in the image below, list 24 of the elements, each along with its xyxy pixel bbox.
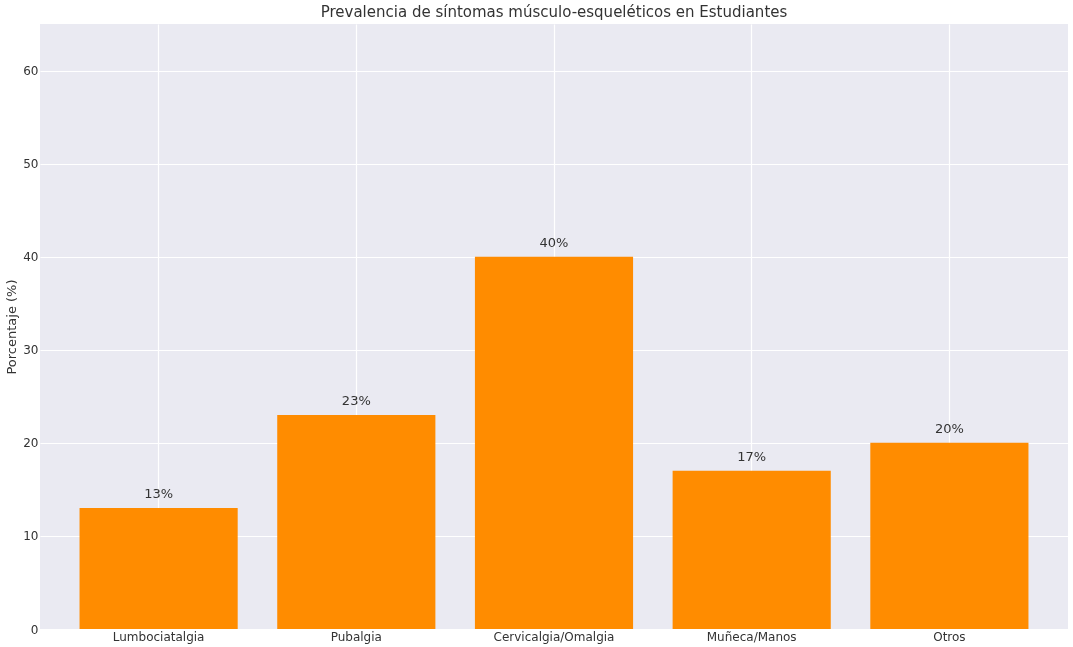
bar	[672, 470, 831, 629]
x-tick-label: Cervicalgia/Omalgia	[493, 629, 615, 644]
data-label: 20%	[934, 420, 964, 436]
x-tick-label: Otros	[933, 629, 966, 644]
x-tick-label: Lumbociatalgia	[112, 629, 205, 644]
bar	[79, 508, 238, 629]
bar	[870, 442, 1029, 629]
chart-title: Prevalencia de síntomas músculo-esqueléticos en Estudiantes	[320, 3, 788, 21]
y-tick-label: 50	[23, 157, 39, 172]
y-tick-label: 40	[23, 250, 39, 265]
y-tick-label: 0	[30, 622, 39, 637]
y-tick-label: 60	[23, 64, 39, 79]
bar	[277, 414, 436, 629]
data-label: 13%	[144, 486, 174, 501]
data-label: 17%	[737, 448, 767, 464]
x-tick-label: Muñeca/Manos	[706, 629, 797, 644]
data-label: 23%	[341, 392, 371, 408]
x-tick-label: Pubalgia	[330, 629, 382, 644]
bar	[474, 256, 634, 629]
y-tick-label: 10	[23, 529, 39, 544]
data-label: 40%	[539, 234, 569, 250]
y-tick-label: 20	[23, 436, 39, 451]
y-axis-title: Porcentaje (%)	[4, 279, 20, 375]
y-tick-label: 30	[23, 343, 39, 358]
